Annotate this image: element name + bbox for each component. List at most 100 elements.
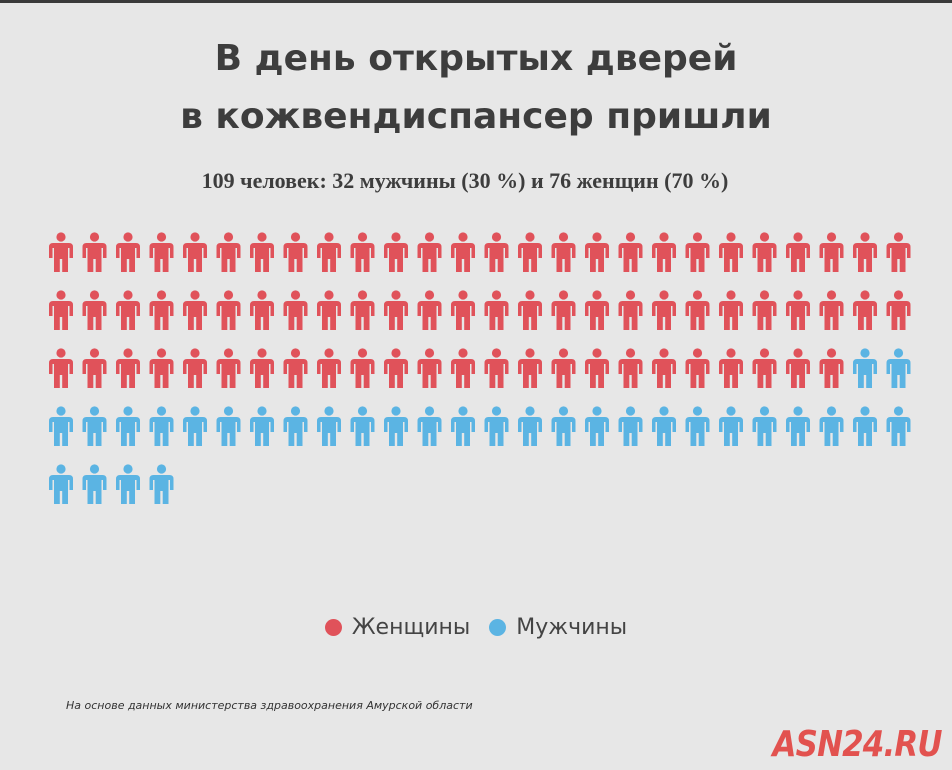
person-icon bbox=[417, 290, 442, 330]
person-icon bbox=[183, 290, 207, 330]
person-icon bbox=[216, 232, 241, 272]
person-icon bbox=[451, 406, 475, 446]
person-icon bbox=[853, 406, 877, 446]
person-icon bbox=[82, 232, 107, 272]
person-icon bbox=[886, 290, 911, 330]
person-icon bbox=[149, 348, 174, 388]
person-icon bbox=[82, 290, 107, 330]
person-icon bbox=[752, 232, 777, 272]
person-icon bbox=[417, 232, 442, 272]
person-icon bbox=[518, 348, 542, 388]
legend-dot-men bbox=[489, 619, 507, 636]
person-icon bbox=[752, 290, 777, 330]
title-line-2: в кожвендиспансер пришли bbox=[180, 96, 772, 137]
person-icon bbox=[618, 348, 643, 388]
person-icon bbox=[518, 406, 542, 446]
legend: Женщины Мужчины bbox=[0, 615, 952, 642]
person-icon bbox=[116, 348, 140, 388]
person-icon bbox=[685, 290, 710, 330]
person-icon bbox=[719, 406, 743, 446]
person-icon bbox=[585, 232, 609, 272]
person-icon bbox=[886, 406, 911, 446]
person-icon bbox=[250, 348, 274, 388]
person-icon bbox=[384, 348, 408, 388]
person-icon bbox=[551, 406, 576, 446]
person-icon bbox=[49, 348, 73, 388]
legend-label-women: Женщины bbox=[351, 615, 471, 640]
person-icon bbox=[49, 290, 73, 330]
person-icon bbox=[618, 232, 643, 272]
person-icon bbox=[551, 348, 576, 388]
title-line-1: В день открытых дверей bbox=[214, 38, 738, 79]
person-icon bbox=[350, 290, 375, 330]
person-icon bbox=[786, 290, 810, 330]
person-icon bbox=[752, 406, 777, 446]
person-icon bbox=[484, 232, 509, 272]
person-icon bbox=[317, 232, 341, 272]
person-icon bbox=[618, 406, 643, 446]
person-icon bbox=[484, 290, 509, 330]
person-icon bbox=[886, 232, 911, 272]
legend-item-men: Мужчины bbox=[489, 615, 627, 640]
legend-dot-women bbox=[324, 619, 342, 636]
person-icon bbox=[82, 406, 107, 446]
person-icon bbox=[116, 464, 140, 504]
person-icon bbox=[82, 464, 107, 504]
source-note: На основе данных министерства здравоохра… bbox=[66, 699, 473, 712]
person-icon bbox=[585, 290, 609, 330]
person-icon bbox=[116, 290, 140, 330]
person-icon bbox=[719, 348, 743, 388]
person-icon bbox=[752, 348, 777, 388]
page-title: В день открытых дверей в кожвендиспансер… bbox=[0, 30, 952, 146]
person-icon bbox=[585, 406, 609, 446]
person-icon bbox=[49, 406, 73, 446]
person-icon bbox=[384, 290, 408, 330]
top-border bbox=[0, 0, 952, 3]
person-icon bbox=[451, 290, 475, 330]
person-icon bbox=[685, 232, 710, 272]
person-icon bbox=[417, 348, 442, 388]
person-icon bbox=[618, 290, 643, 330]
person-icon bbox=[149, 290, 174, 330]
person-icon bbox=[886, 348, 911, 388]
person-icon bbox=[719, 232, 743, 272]
person-icon bbox=[250, 406, 274, 446]
person-icon bbox=[149, 406, 174, 446]
person-icon bbox=[551, 290, 576, 330]
site-logo: ASN24.RU bbox=[772, 724, 943, 765]
person-icon bbox=[551, 232, 576, 272]
person-icon bbox=[49, 232, 73, 272]
person-icon bbox=[819, 232, 844, 272]
person-icon bbox=[819, 406, 844, 446]
person-icon bbox=[853, 290, 877, 330]
person-icon bbox=[317, 290, 341, 330]
person-icon bbox=[685, 406, 710, 446]
pictogram-chart bbox=[49, 232, 911, 504]
person-icon bbox=[283, 290, 308, 330]
person-icon bbox=[518, 290, 542, 330]
person-icon bbox=[116, 232, 140, 272]
person-icon bbox=[585, 348, 609, 388]
legend-label-men: Мужчины bbox=[516, 615, 628, 640]
person-icon bbox=[283, 406, 308, 446]
chart-subtitle: 109 человек: 32 мужчины (30 %) и 76 женщ… bbox=[201, 168, 729, 193]
person-icon bbox=[786, 406, 810, 446]
person-icon bbox=[149, 232, 174, 272]
person-icon bbox=[853, 348, 877, 388]
person-icon bbox=[786, 348, 810, 388]
person-icon bbox=[250, 290, 274, 330]
person-icon bbox=[652, 232, 676, 272]
person-icon bbox=[149, 464, 174, 504]
person-icon bbox=[350, 348, 375, 388]
person-icon bbox=[350, 406, 375, 446]
person-icon bbox=[350, 232, 375, 272]
person-icon bbox=[216, 406, 241, 446]
person-icon bbox=[484, 348, 509, 388]
person-icon bbox=[283, 348, 308, 388]
person-icon bbox=[652, 348, 676, 388]
person-icon bbox=[49, 464, 73, 504]
person-icon bbox=[518, 232, 542, 272]
person-icon bbox=[451, 348, 475, 388]
person-icon bbox=[384, 232, 408, 272]
legend-item-women: Женщины bbox=[324, 615, 471, 640]
